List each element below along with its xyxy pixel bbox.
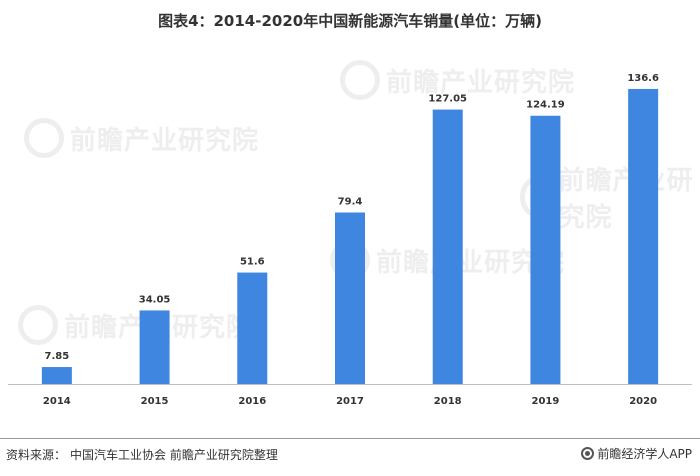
data-label: 7.85: [45, 351, 70, 362]
bar-2014: [41, 367, 72, 384]
x-tick-label: 2014: [43, 396, 71, 407]
source-label: 资料来源：: [6, 448, 67, 462]
x-tick-label: 2015: [141, 396, 169, 407]
x-tick-label: 2020: [629, 396, 657, 407]
bar-2016: [237, 272, 268, 384]
x-tick-label: 2017: [336, 396, 364, 407]
bar-2015: [139, 310, 170, 384]
data-label: 79.4: [338, 196, 363, 207]
bar-2020: [628, 88, 659, 384]
data-label: 34.05: [139, 294, 171, 305]
labels-layer: 7.85 2014 34.05 2015 51.6 2016 79.4 2017 127.05 2…: [43, 73, 659, 407]
footer-divider: [0, 438, 700, 439]
data-label: 127.05: [428, 94, 467, 105]
x-tick-label: 2019: [532, 396, 560, 407]
source-note: 资料来源： 中国汽车工业协会 前瞻产业研究院整理: [6, 446, 278, 463]
chart-title: 图表4：2014-2020年中国新能源汽车销量(单位：万辆): [158, 12, 542, 30]
brand-logo-icon: [581, 447, 595, 460]
bars-layer: [41, 88, 659, 385]
x-tick-label: 2018: [434, 396, 462, 407]
bar-chart: 7.85 2014 34.05 2015 51.6 2016 79.4 2017 127.05 2…: [8, 73, 692, 407]
x-tick-label: 2016: [238, 396, 266, 407]
bar-2017: [335, 212, 365, 384]
brand-name: 前瞻经济学人APP: [597, 447, 692, 461]
data-label: 136.6: [627, 73, 659, 84]
source-value: 中国汽车工业协会 前瞻产业研究院整理: [70, 448, 278, 462]
bar-2019: [530, 115, 561, 384]
data-label: 51.6: [240, 257, 265, 268]
data-label: 124.19: [526, 100, 565, 111]
brand: 前瞻经济学人APP: [581, 445, 692, 462]
bar-2018: [432, 109, 463, 385]
